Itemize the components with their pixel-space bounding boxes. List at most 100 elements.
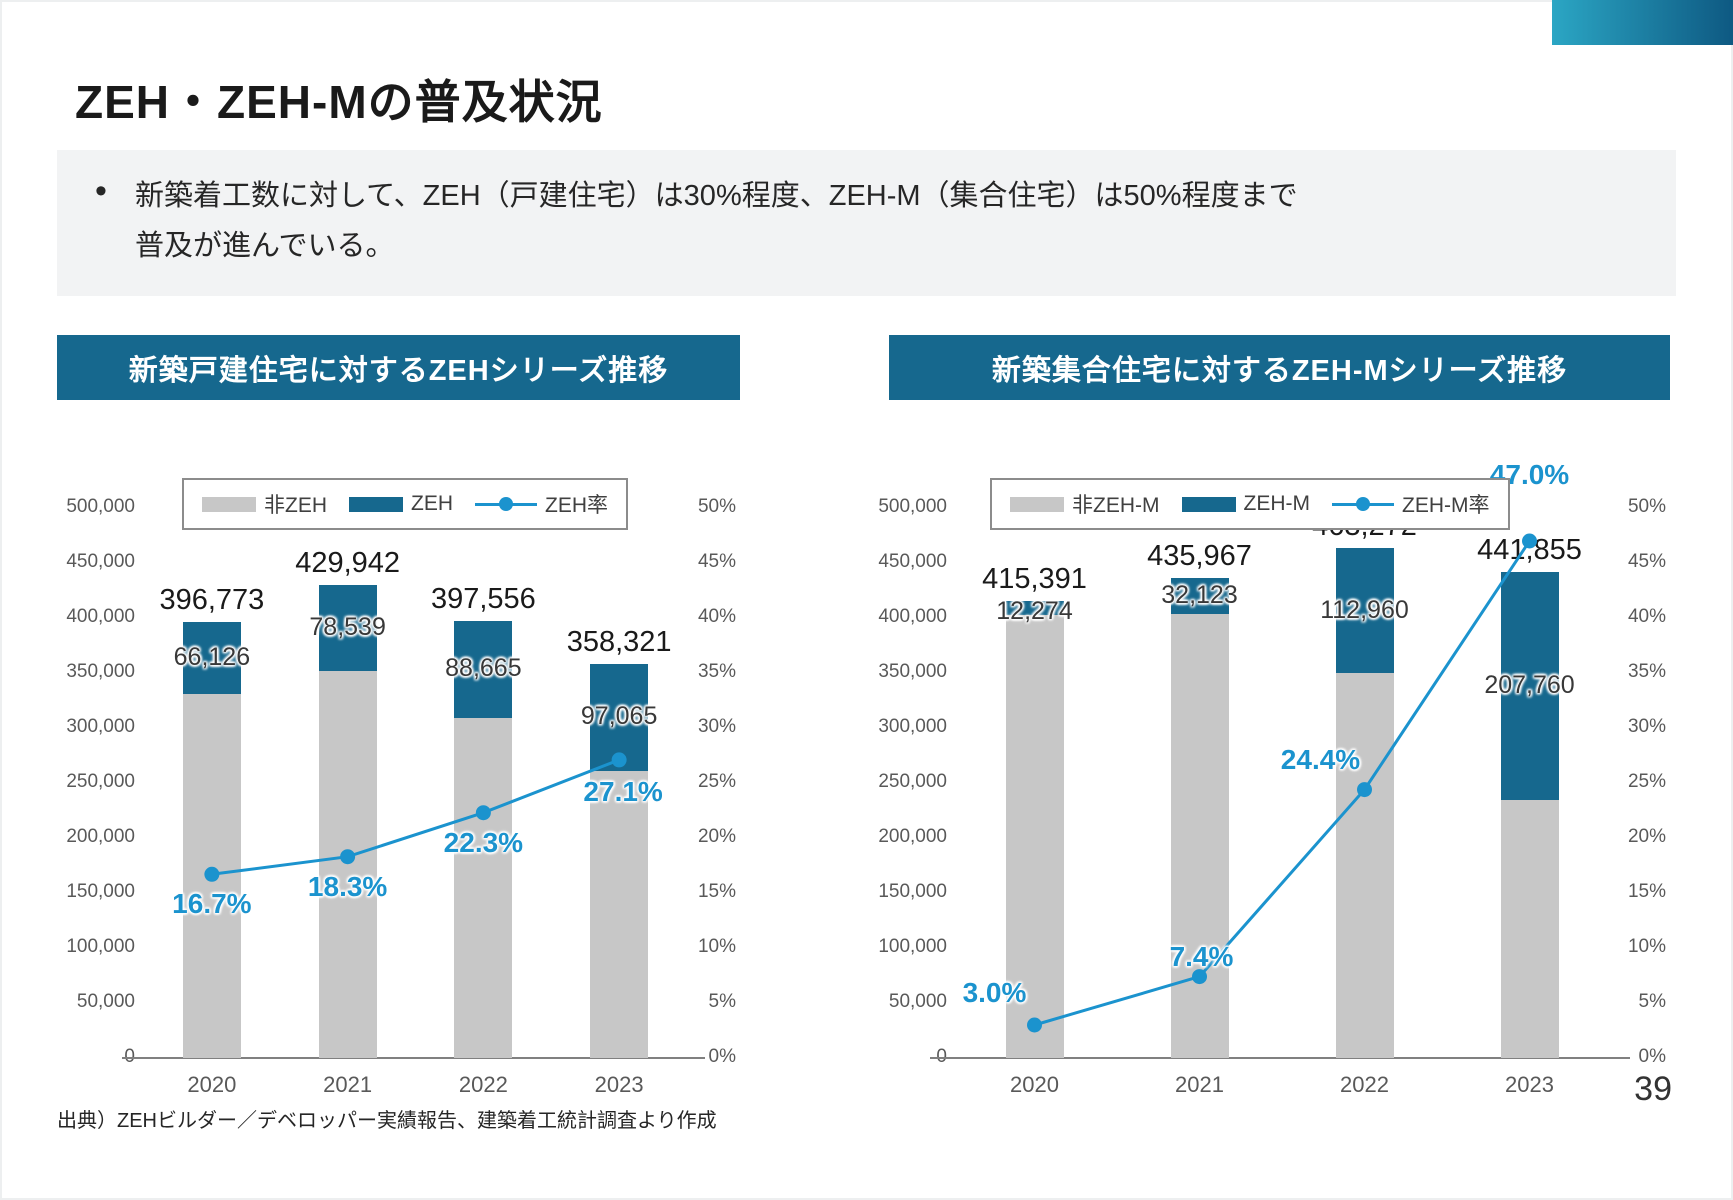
pct-axis-label: 50% xyxy=(1627,496,1666,517)
legend-line-dot xyxy=(499,497,513,511)
bar-value-label: 78,539 xyxy=(309,613,386,642)
bar-value-label: 12,274 xyxy=(996,597,1073,626)
x-axis-label: 2020 xyxy=(187,1072,237,1097)
y-axis-label: 50,000 xyxy=(888,991,947,1012)
bar-total-label: 396,773 xyxy=(159,583,265,616)
y-axis-label: 350,000 xyxy=(66,661,135,682)
legend-label: ZEH-M率 xyxy=(1402,494,1490,517)
x-axis-label: 2023 xyxy=(1505,1072,1554,1097)
pct-axis-label: 0% xyxy=(708,1046,736,1067)
pct-axis-label: 30% xyxy=(697,716,736,737)
pct-axis-label: 35% xyxy=(1627,661,1666,682)
pct-axis-label: 30% xyxy=(1627,716,1666,737)
y-axis-label: 100,000 xyxy=(878,936,947,957)
bar-total-label: 415,391 xyxy=(982,563,1087,596)
bar-total-label: 358,321 xyxy=(566,625,672,658)
非ZEH-M-swatch xyxy=(1010,496,1064,512)
y-axis-label: 450,000 xyxy=(66,551,135,572)
pct-axis-label: 35% xyxy=(697,661,736,682)
page-title: ZEH・ZEH-Mの普及状況 xyxy=(75,76,603,128)
legend-label: 非ZEH-M xyxy=(1072,494,1160,517)
pct-axis-label: 45% xyxy=(1627,551,1666,572)
zeh-detached-chart: 新築戸建住宅に対するZEHシリーズ推移 500,000 50% 450,000 45%… xyxy=(57,335,740,1115)
legend-line-dot xyxy=(1356,497,1370,511)
pct-axis-label: 15% xyxy=(697,881,736,902)
top-accent-bar xyxy=(1552,0,1733,45)
x-axis-label: 2022 xyxy=(458,1072,508,1097)
pct-axis-label: 40% xyxy=(697,606,736,627)
非ZEH-swatch xyxy=(202,496,256,512)
y-axis-label: 350,000 xyxy=(878,661,947,682)
zehm-apartment-chart: 新築集合住宅に対するZEH-Mシリーズ推移 500,000 50% 450,000 4… xyxy=(878,335,1670,1115)
rate-line-swatch xyxy=(1332,496,1394,512)
bar-segment-非ZEH xyxy=(318,671,377,1058)
bar-total-label: 435,967 xyxy=(1147,540,1252,573)
bar-segment-ZEH xyxy=(454,620,513,719)
rate-label: 18.3% xyxy=(307,870,388,902)
y-axis-label: 250,000 xyxy=(878,771,947,792)
bar-segment-非ZEH-M xyxy=(1500,800,1559,1058)
pct-axis-label: 50% xyxy=(697,496,736,517)
bar-segment-ZEH xyxy=(318,585,377,672)
y-axis-label: 200,000 xyxy=(66,826,135,847)
rate-label: 7.4% xyxy=(1169,940,1234,972)
y-axis-label: 400,000 xyxy=(66,606,135,627)
pct-axis-label: 45% xyxy=(697,551,736,572)
bar-total-label: 397,556 xyxy=(430,582,536,615)
bar-segment-非ZEH xyxy=(590,770,649,1058)
bar-segment-非ZEH xyxy=(454,718,513,1058)
legend-item: 非ZEH xyxy=(202,489,327,519)
y-axis-label: 300,000 xyxy=(66,716,135,737)
top-accent-fade xyxy=(1340,0,1552,45)
y-axis-label: 50,000 xyxy=(76,991,135,1012)
rate-label: 24.4% xyxy=(1280,743,1361,775)
pct-axis-label: 20% xyxy=(1627,826,1666,847)
y-axis-label: 0 xyxy=(35,1046,135,1068)
bar-total-label: 429,942 xyxy=(295,547,401,580)
x-axis-label: 2021 xyxy=(1175,1072,1224,1097)
rate-line-swatch xyxy=(475,496,537,512)
chart-title-banner: 新築集合住宅に対するZEH-Mシリーズ推移 xyxy=(889,335,1670,400)
y-axis-label: 250,000 xyxy=(66,771,135,792)
summary-text: 新築着工数に対して、ZEH（戸建住宅）は30%程度、ZEH-M（集合住宅）は50… xyxy=(135,171,1298,271)
bar-value-label: 112,960 xyxy=(1320,595,1409,624)
bar-segment-非ZEH xyxy=(182,694,241,1058)
rate-label: 16.7% xyxy=(172,888,252,920)
chart-title-banner: 新築戸建住宅に対するZEHシリーズ推移 xyxy=(57,335,740,400)
bar-value-label: 66,126 xyxy=(173,642,251,671)
ZEH-swatch xyxy=(349,496,403,512)
page-number: 39 xyxy=(1634,1070,1672,1108)
legend-item: ZEH率 xyxy=(475,489,608,519)
pct-axis-label: 25% xyxy=(697,771,736,792)
rate-label: 22.3% xyxy=(443,826,524,858)
pct-axis-label: 5% xyxy=(1638,991,1666,1012)
y-axis-label: 400,000 xyxy=(878,606,947,627)
bar-value-label: 207,760 xyxy=(1484,671,1575,700)
x-axis-label: 2023 xyxy=(594,1072,644,1097)
x-axis-label: 2022 xyxy=(1340,1072,1389,1097)
legend-item: ZEH xyxy=(349,492,453,516)
y-axis-label: 450,000 xyxy=(878,551,947,572)
pct-axis-label: 5% xyxy=(708,991,736,1012)
legend: 非ZEH ZEH ZEH率 xyxy=(182,478,628,530)
summary-line-2: 普及が進んでいる。 xyxy=(135,230,395,262)
source-note: 出典）ZEHビルダー／デベロッパー実績報告、建築着工統計調査より作成 xyxy=(57,1110,717,1132)
bar-segment-ZEH xyxy=(182,621,241,695)
y-axis-label: 150,000 xyxy=(66,881,135,902)
bar-segment-非ZEH-M xyxy=(1335,672,1394,1058)
x-axis-line xyxy=(122,1057,705,1059)
y-axis-label: 100,000 xyxy=(66,936,135,957)
pct-axis-label: 20% xyxy=(697,826,736,847)
bar-value-label: 88,665 xyxy=(445,654,522,683)
x-axis-line xyxy=(930,1057,1630,1059)
pct-axis-label: 10% xyxy=(697,936,736,957)
y-axis-label: 150,000 xyxy=(878,881,947,902)
summary-box: • 新築着工数に対して、ZEH（戸建住宅）は30%程度、ZEH-M（集合住宅）は… xyxy=(57,150,1676,296)
bullet-marker: • xyxy=(95,172,107,210)
pct-axis-label: 15% xyxy=(1627,881,1666,902)
bar-total-label: 441,855 xyxy=(1477,533,1582,566)
legend-item: 非ZEH-M xyxy=(1010,489,1160,519)
y-axis-label: 0 xyxy=(847,1046,947,1068)
legend-label: ZEH xyxy=(411,492,453,515)
legend-item: ZEH-M xyxy=(1181,492,1310,516)
